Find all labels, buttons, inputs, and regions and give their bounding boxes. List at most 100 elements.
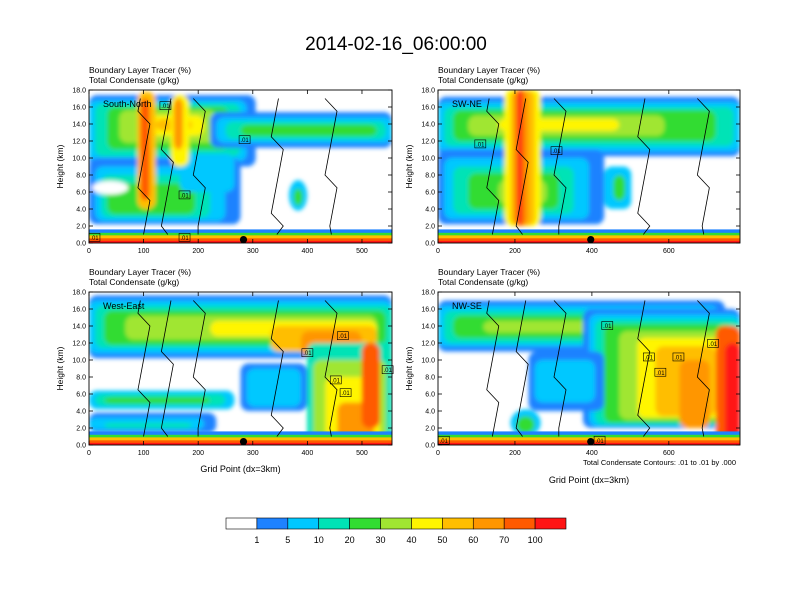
- contour-label-box: [178, 190, 191, 200]
- x-tick-label: 100: [138, 248, 150, 255]
- colorbar-label: 30: [376, 535, 386, 545]
- contour-label: .01: [595, 439, 604, 445]
- contour-label: .01: [645, 355, 654, 361]
- colorbar-label: 40: [406, 535, 416, 545]
- x-tick-label: 400: [302, 450, 314, 457]
- y-tick-label: 10.0: [421, 358, 435, 365]
- contour-label-box: [707, 339, 719, 348]
- y-tick-label: 18.0: [72, 290, 86, 297]
- y-tick-label: 4.0: [425, 409, 435, 416]
- colorbar-label: 50: [437, 535, 447, 545]
- colorbar-swatch: [256, 517, 289, 530]
- contour-label: .01: [476, 142, 485, 148]
- x-tick-label: 500: [356, 450, 368, 457]
- y-axis-label: Height (km): [404, 346, 414, 390]
- contour-label: .01: [161, 104, 170, 110]
- x-tick-label: 200: [509, 248, 521, 255]
- colorbar-swatch: [287, 517, 320, 530]
- panel-label: SW-NE: [452, 99, 482, 109]
- y-tick-label: 8.0: [425, 375, 435, 382]
- x-tick-label: 300: [247, 248, 259, 255]
- y-tick-label: 8.0: [425, 173, 435, 180]
- contour-label-box: [337, 331, 349, 341]
- contour-label-box: [178, 233, 191, 242]
- contour-label: .01: [440, 439, 449, 445]
- y-tick-label: 18.0: [72, 88, 86, 95]
- colorbar-label: 70: [499, 535, 509, 545]
- condensate-contours: [137, 98, 338, 235]
- y-tick-label: 0.0: [425, 241, 435, 248]
- y-axis-label: Height (km): [55, 144, 65, 188]
- colorbar-swatch: [503, 517, 536, 530]
- x-tick-label: 200: [192, 450, 204, 457]
- location-marker: [239, 236, 248, 244]
- contour-label: .01: [339, 334, 348, 340]
- panel-nw-se: Boundary Layer Tracer (%)Total Condensat…: [404, 267, 741, 485]
- condensate-contours: [486, 98, 710, 235]
- panel-title-line: Boundary Layer Tracer (%): [438, 267, 540, 277]
- y-tick-label: 12.0: [421, 139, 435, 146]
- contour-label: .01: [332, 378, 341, 384]
- panel-title-line: Total Condensate (g/kg): [438, 277, 528, 287]
- x-tick-label: 400: [586, 450, 598, 457]
- x-tick-label: 100: [138, 450, 150, 457]
- contour-label: .01: [656, 371, 665, 377]
- tracer-field: [438, 292, 740, 445]
- y-tick-label: 4.0: [76, 207, 86, 214]
- y-tick-label: 10.0: [72, 156, 86, 163]
- panel-title-line: Boundary Layer Tracer (%): [89, 267, 191, 277]
- contour-label-box: [329, 375, 342, 385]
- panel-south-north: Boundary Layer Tracer (%)Total Condensat…: [55, 65, 393, 255]
- y-tick-label: 14.0: [421, 324, 435, 331]
- x-tick-label: 600: [663, 450, 675, 457]
- plot-frame: [88, 89, 393, 244]
- colorbar-label: 20: [345, 535, 355, 545]
- colorbar-swatch: [534, 517, 567, 530]
- colorbar-label: 1: [254, 535, 259, 545]
- panel-title-line: Total Condensate (g/kg): [438, 75, 528, 85]
- plot-frame: [88, 291, 393, 446]
- y-tick-label: 10.0: [72, 358, 86, 365]
- panel-title-line: Total Condensate (g/kg): [89, 75, 179, 85]
- condensate-contours: [137, 300, 338, 437]
- tracer-field: [89, 90, 392, 243]
- y-tick-label: 2.0: [76, 426, 86, 433]
- y-tick-label: 16.0: [72, 307, 86, 314]
- figure-title: 2014-02-16_06:00:00: [305, 34, 487, 55]
- plot-frame: [437, 291, 741, 446]
- panel-sw-ne: Boundary Layer Tracer (%)Total Condensat…: [404, 65, 741, 255]
- y-tick-label: 12.0: [72, 341, 86, 348]
- location-marker: [239, 438, 248, 446]
- x-tick-label: 0: [87, 248, 91, 255]
- y-tick-label: 12.0: [421, 341, 435, 348]
- y-tick-label: 18.0: [421, 88, 435, 95]
- tracer-field: [89, 292, 392, 445]
- contour-label: .01: [240, 138, 249, 144]
- colorbar-swatch: [411, 517, 443, 530]
- y-tick-label: 6.0: [425, 190, 435, 197]
- x-tick-label: 0: [436, 450, 440, 457]
- colorbar-swatch: [318, 517, 350, 530]
- contour-label-box: [159, 101, 172, 110]
- colorbar-swatch: [442, 517, 474, 530]
- y-tick-label: 0.0: [76, 241, 86, 248]
- contour-label: .01: [341, 391, 350, 397]
- y-tick-label: 2.0: [425, 224, 435, 231]
- colorbar-label: 100: [528, 535, 543, 545]
- x-tick-label: 400: [586, 248, 598, 255]
- location-marker: [587, 236, 595, 244]
- y-tick-label: 0.0: [425, 443, 435, 450]
- tracer-field: [438, 90, 740, 243]
- y-tick-label: 16.0: [421, 307, 435, 314]
- x-tick-label: 200: [509, 450, 521, 457]
- contour-label: .01: [674, 355, 683, 361]
- colorbar: 1 5 10 20 30 40 50 60 70 100: [225, 517, 567, 545]
- y-tick-label: 12.0: [72, 139, 86, 146]
- colorbar-label: 5: [285, 535, 290, 545]
- x-tick-label: 0: [436, 248, 440, 255]
- contour-label: .01: [90, 236, 99, 242]
- y-tick-label: 4.0: [425, 207, 435, 214]
- colorbar-swatch: [349, 517, 381, 530]
- y-tick-label: 14.0: [421, 122, 435, 129]
- colorbar-swatch: [380, 517, 412, 530]
